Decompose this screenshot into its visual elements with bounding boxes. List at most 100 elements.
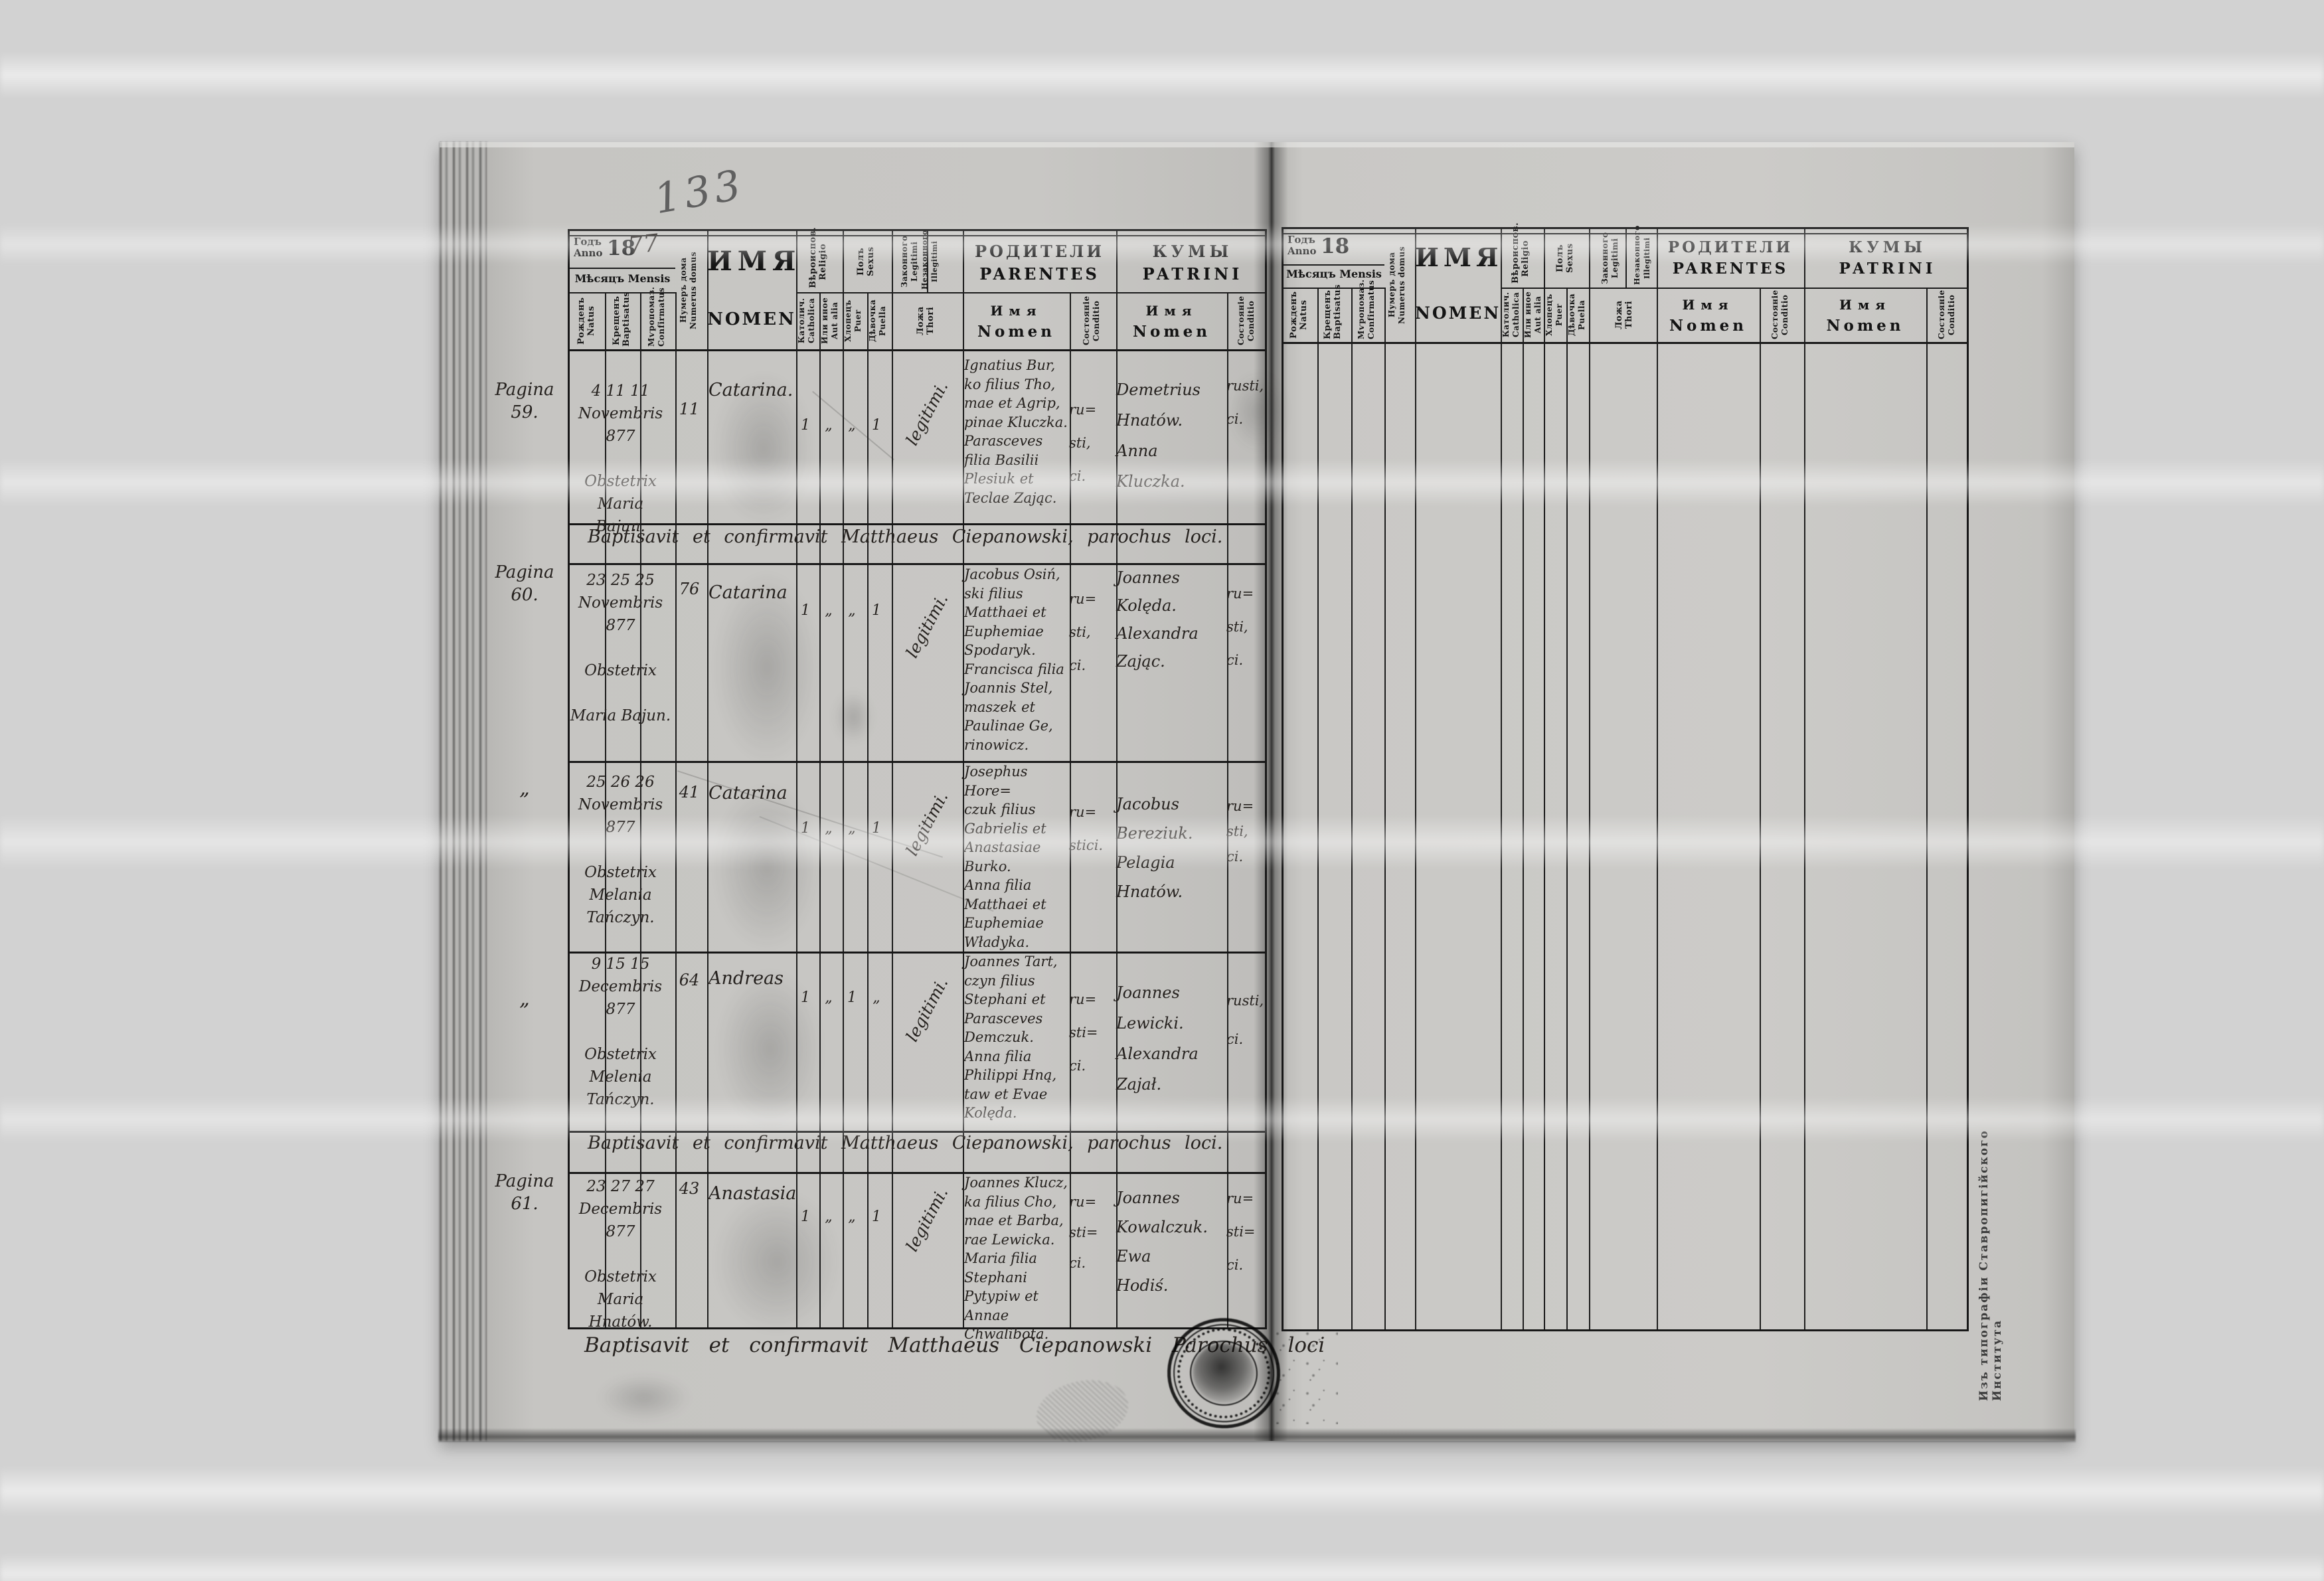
table-rule: [570, 292, 675, 293]
parentes-header-lat: PARENTES: [1672, 260, 1789, 278]
entry-parents: Ignatius Bur, ko filius Tho, mae et Agri…: [964, 357, 1068, 506]
entry-patrini-conditio: ru= sti= ci.: [1226, 1191, 1256, 1273]
col-baptisatus-label: Крещенъ Baptisatus: [612, 291, 631, 347]
mark-aut-alia: „: [825, 989, 833, 1006]
column-line: [1227, 292, 1228, 1327]
col-natus-label: Рожденъ Natus: [576, 297, 596, 345]
entry-name: Anastasia: [708, 1183, 797, 1204]
register-entry-row: „ 9 15 15 Decembris 877 Obstetrix Meleni…: [519, 950, 1267, 1129]
patrini-nomen-lat: Nomen: [1826, 317, 1904, 335]
mark-puer: „: [848, 417, 856, 434]
bleedthrough-smudge: [833, 691, 873, 744]
col-illegitimi-label: Незаконного Illegitimi: [920, 230, 939, 290]
entry-parents-conditio: ru= sti= ci.: [1069, 1194, 1098, 1271]
mark-aut-alia: „: [825, 602, 833, 619]
bleedthrough-smudge: [714, 571, 820, 764]
header-bottom-rule: [1284, 342, 1967, 344]
entry-house-number: 41: [679, 783, 700, 801]
register-entry-row: Pagina 59. 4 11 11 Novembris 877 Obstetr…: [495, 352, 1267, 535]
patrini-nomen-cyr: Имя: [1145, 303, 1198, 319]
year-label-lat: Anno: [1287, 245, 1317, 257]
right-page: [1271, 142, 2074, 1441]
mark-puer: „: [848, 1208, 856, 1225]
entry-dates: 23 27 27 Decembris 877 Obstetrix Maria H…: [578, 1178, 663, 1331]
parentes-conditio-label: Состояніе Conditio: [1770, 290, 1789, 339]
month-label: Мѣсяцъ Mensis: [1286, 268, 1382, 280]
column-line: [640, 292, 641, 1327]
name-header-lat: NOMEN: [707, 309, 796, 329]
entry-patrini-conditio: rusti, ci.: [1226, 993, 1264, 1047]
column-line: [1070, 292, 1071, 1327]
row-separator: [570, 761, 1265, 763]
margin-ditto-mark: „: [519, 777, 530, 800]
entry-thori: legitimi.: [902, 378, 952, 449]
col-puella-label: Дѣвочка Puella: [1567, 293, 1586, 337]
entry-house-number: 43: [679, 1179, 700, 1198]
column-line: [867, 292, 869, 1327]
column-line: [675, 292, 677, 1327]
baptisavit-note: Baptisavit et confirmavit Matthaeus Ciep…: [588, 527, 1223, 547]
entry-patrini-conditio: ru= sti, ci.: [1226, 798, 1254, 865]
parentes-header-cyr: РОДИТЕЛИ: [974, 242, 1105, 261]
patrini-conditio-label: Состояніе Conditio: [1937, 290, 1956, 339]
column-line: [963, 231, 964, 1327]
entry-house-number: 11: [679, 400, 700, 418]
table-rule: [1284, 264, 1384, 266]
column-line: [1657, 229, 1658, 1329]
bleedthrough-smudge: [1228, 372, 1288, 452]
entry-name: Andreas: [708, 968, 784, 989]
ink-smear: [598, 1374, 691, 1421]
row-separator: [570, 1131, 1265, 1133]
right-register-table: Годъ Anno 18 Мѣсяцъ Mensis Рожденъ Natus …: [1282, 222, 1969, 1331]
parentes-nomen-cyr: Имя: [1682, 297, 1734, 313]
entry-parents-conditio: ru= sti= ci.: [1069, 991, 1098, 1074]
left-page: [487, 142, 1271, 1441]
register-entry-row: Pagina 61. 23 27 27 Decembris 877 Obstet…: [495, 1170, 1267, 1342]
year-label-cyr: Годъ: [574, 236, 602, 248]
col-catholica-label: Католич. Catholica: [1501, 291, 1521, 338]
column-line: [1351, 288, 1353, 1329]
left-register-table: Годъ Anno 18 77 Мѣсяцъ Mensis Рожденъ Nat…: [568, 227, 1267, 1329]
mark-aut-alia: „: [825, 1208, 833, 1225]
bleedthrough-smudge: [714, 1189, 840, 1335]
mark-puella: „: [872, 989, 880, 1006]
parentes-header-cyr: РОДИТЕЛИ: [1667, 238, 1793, 256]
scanner-streak: [0, 1554, 2324, 1581]
year-printed: 18: [607, 236, 636, 260]
column-line: [1317, 288, 1319, 1329]
entry-dates: 25 26 26 Novembris 877 Obstetrix Melania…: [578, 774, 663, 926]
binding-edge: [440, 142, 487, 1441]
entry-name: Catarina: [708, 783, 788, 803]
religio-group-label: Вѣроиспов. Religio: [1511, 222, 1531, 284]
column-line: [1625, 229, 1627, 288]
column-line: [796, 231, 797, 1327]
col-natus-label: Рожденъ Natus: [1289, 291, 1309, 339]
col-legitimi-label: Законного Legitimi: [900, 235, 919, 288]
entry-dates: 23 25 25 Novembris 877 Obstetrix Maria B…: [570, 572, 671, 724]
patrini-nomen-cyr: Имя: [1839, 297, 1892, 313]
entry-thori: legitimi.: [902, 1184, 952, 1255]
baptisavit-note: Baptisavit et confirmavit Matthaeus Ciep…: [588, 1133, 1223, 1153]
entry-thori: legitimi.: [902, 974, 952, 1045]
mark-puer: „: [848, 820, 856, 837]
col-thori-label: Ложа Thori: [916, 306, 936, 335]
patrini-header-lat: PATRINI: [1142, 264, 1243, 284]
row-separator: [570, 523, 1265, 525]
year-label-cyr: Годъ: [1287, 234, 1315, 246]
name-header-lat: NOMEN: [1415, 303, 1501, 323]
patrini-header-cyr: КУМЫ: [1152, 242, 1233, 261]
year-label: Годъ Anno: [1287, 234, 1316, 257]
column-line: [1544, 229, 1545, 1329]
table-rule: [1284, 233, 1967, 234]
entry-thori: legitimi.: [902, 788, 952, 859]
column-line: [1116, 231, 1118, 1327]
mark-puella: 1: [872, 602, 881, 619]
mark-catholica: 1: [801, 417, 810, 434]
col-puer-label: Хлопецъ Puer: [1544, 293, 1564, 336]
col-illegitimi-label: Незаконного Illegitimi: [1633, 225, 1651, 285]
col-aut-alia-label: Или иное Aut alia: [1523, 291, 1542, 339]
parentes-header-lat: PARENTES: [979, 264, 1100, 284]
margin-page-note: Pagina 60.: [495, 562, 554, 605]
header-bottom-rule: [570, 349, 1265, 351]
sexus-group-label: Полъ Sexus: [1555, 243, 1575, 274]
